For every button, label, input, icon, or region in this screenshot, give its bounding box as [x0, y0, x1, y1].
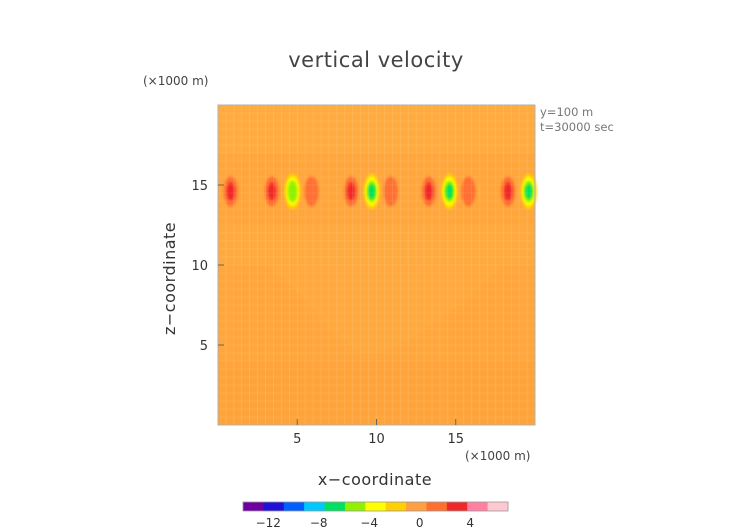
axis-ticks: 5 10 15 5 10 15	[191, 179, 464, 447]
colorbar-frame	[242, 501, 509, 512]
y-tick-label: 5	[200, 339, 208, 354]
annotation-y-position: y=100 m	[540, 105, 594, 119]
x-tick-label: 15	[447, 432, 464, 447]
cell-10-inner	[504, 182, 512, 201]
feature-cells	[223, 173, 537, 210]
colorbar-segment	[243, 502, 264, 511]
band-lower	[265, 265, 504, 354]
colorbar: −12 −8 −4 0 4	[242, 501, 509, 530]
colorbar-segment	[406, 502, 427, 511]
x-axis-label: x−coordinate	[317, 470, 433, 489]
cell-4-inner	[347, 182, 355, 201]
colorbar-segment	[426, 502, 448, 511]
chart-title: vertical velocity	[288, 48, 464, 72]
cell-8-ring-3	[446, 183, 453, 199]
x-tick-label: 10	[368, 432, 385, 447]
colorbar-tick-label: −4	[360, 516, 378, 530]
cell-1-inner	[268, 182, 276, 201]
y-tick-label: 10	[191, 259, 208, 274]
colorbar-tick-label: 0	[416, 516, 424, 530]
x-axis-unit: (×1000 m)	[465, 449, 531, 463]
annotation-time: t=30000 sec	[540, 120, 614, 134]
cell-11-ring-3	[525, 183, 533, 199]
colorbar-segment	[467, 502, 489, 511]
y-axis-unit: (×1000 m)	[143, 74, 209, 88]
colorbar-segment	[304, 502, 325, 511]
cell-5-ring-3	[368, 183, 376, 199]
colorbar-segment	[385, 502, 407, 511]
band-bottom	[218, 361, 535, 425]
colorbar-segment	[365, 502, 387, 511]
cell-6-inner	[386, 182, 395, 201]
colorbar-segment	[344, 502, 366, 511]
band-top	[218, 105, 535, 153]
colorbar-segment	[324, 502, 346, 511]
cell-3-inner	[307, 182, 316, 201]
colorbar-segment	[263, 502, 285, 511]
cell-9-inner	[464, 182, 473, 201]
cell-0-inner	[226, 182, 235, 201]
band-mid	[218, 226, 535, 265]
colorbar-segment	[487, 502, 509, 511]
cell-2-ring-2	[287, 180, 298, 203]
cell-7-inner	[424, 182, 433, 201]
colorbar-tick-label: −8	[310, 516, 328, 530]
grid-lines	[218, 105, 535, 425]
colorbar-tick-label: 4	[466, 516, 474, 530]
colorbar-segment	[283, 502, 305, 511]
contour-bands	[218, 105, 535, 425]
x-tick-label: 5	[293, 432, 301, 447]
colorbar-tick-label: −12	[256, 516, 281, 530]
colorbar-segment	[446, 502, 468, 511]
y-tick-label: 15	[191, 179, 208, 194]
